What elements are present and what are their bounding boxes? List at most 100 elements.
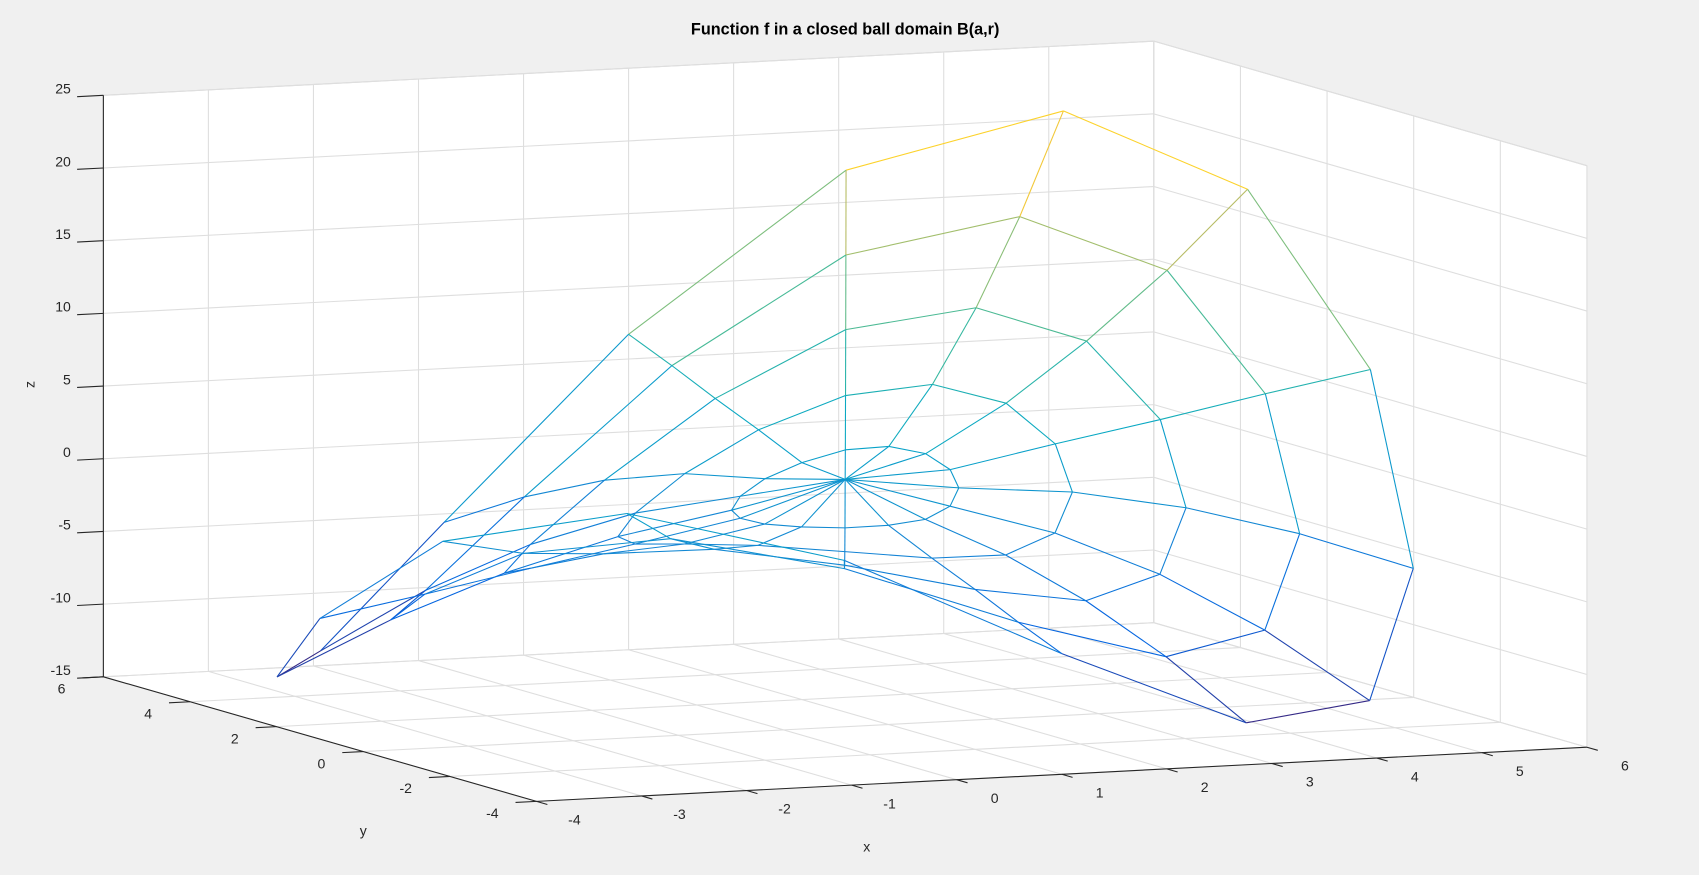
mesh-edge [604, 473, 685, 481]
mesh-edge [530, 479, 605, 545]
z-tick-label: -15 [51, 662, 72, 678]
mesh-edge [925, 505, 951, 520]
mesh-edge [1165, 629, 1265, 658]
y-axis-label: y [360, 822, 367, 838]
chart-title: Function f in a closed ball domain B(a,r… [691, 21, 999, 39]
grid-line [1153, 258, 1588, 385]
mesh-edge [1247, 188, 1371, 370]
z-tick-mark [77, 603, 104, 607]
mesh-edge [975, 307, 1087, 342]
mesh-edge [974, 589, 1019, 623]
mesh-edge [764, 478, 846, 480]
y-tick-mark [342, 751, 364, 754]
mesh-edge [949, 505, 1056, 534]
x-tick-label: 3 [1306, 774, 1314, 790]
mesh-edge [845, 453, 926, 480]
grid-line [103, 476, 1154, 532]
mesh-edge [443, 333, 629, 523]
mesh-edge [443, 496, 525, 523]
mesh-edge [504, 536, 619, 574]
mesh-edge [845, 110, 1064, 171]
x-tick-mark [1271, 762, 1283, 768]
mesh-edge [1086, 340, 1161, 420]
mesh [276, 110, 1414, 724]
mesh-edge [764, 462, 803, 480]
mesh-edge [1185, 507, 1300, 535]
z-tick-mark [77, 385, 104, 388]
mesh-edge [671, 254, 847, 367]
grid-line [1153, 113, 1588, 239]
mesh-edge [523, 365, 673, 498]
mesh-edge [684, 429, 759, 475]
mesh-edge [844, 445, 890, 480]
mesh-edge [523, 538, 671, 554]
z-tick-label: 15 [55, 226, 71, 242]
x-tick-label: -1 [883, 795, 896, 811]
mesh-edge [801, 462, 846, 480]
mesh-edge [731, 509, 741, 519]
grid-line [943, 632, 1378, 759]
y-tick-mark [515, 800, 537, 803]
grid-line [208, 670, 642, 797]
grid-line [189, 647, 1241, 703]
mesh-edge [442, 512, 628, 542]
y-tick-label: 2 [231, 730, 239, 746]
y-tick-label: -4 [486, 805, 499, 821]
mesh-edge [1055, 419, 1161, 445]
x-tick-label: 1 [1096, 784, 1104, 800]
mesh-edge [684, 543, 758, 546]
x-tick-mark [536, 800, 548, 805]
mesh-edge [844, 524, 889, 529]
y-tick-mark [168, 701, 191, 704]
mesh-edge [604, 397, 716, 481]
mesh-edge [764, 478, 846, 525]
mesh-edge [529, 543, 636, 569]
x-axis-line [536, 746, 1587, 802]
mesh-edge [758, 429, 803, 464]
z-tick-mark [77, 312, 104, 316]
mesh-edge [731, 478, 846, 511]
mesh-edge [1369, 568, 1414, 701]
mesh-edge [1086, 269, 1168, 342]
x-tick-label: 5 [1516, 763, 1524, 779]
mesh-edge [1018, 621, 1167, 658]
mesh-edge [739, 478, 846, 519]
mesh-edge [503, 544, 531, 574]
mesh-edge [320, 522, 445, 652]
mesh-edge [844, 564, 976, 590]
mesh-edge [888, 518, 926, 526]
grid-line [103, 404, 1154, 460]
grid-line [1153, 186, 1588, 312]
mesh-edge [1019, 110, 1064, 217]
mesh-edge [714, 544, 758, 550]
z-tick-label: 5 [63, 371, 71, 387]
mesh-edge [684, 473, 765, 480]
grid-line [1153, 40, 1588, 167]
x-tick-label: -4 [568, 812, 581, 828]
mesh-edge [626, 513, 671, 540]
mesh-edge [845, 469, 951, 480]
mesh-edge [628, 333, 673, 367]
mesh-edge [1264, 533, 1301, 631]
z-tick-mark [77, 94, 104, 98]
mesh-edge [1005, 554, 1087, 602]
grid-line [313, 665, 747, 792]
grid-line [1048, 627, 1483, 754]
mesh-edge [442, 540, 524, 554]
z-tick-label: -10 [51, 589, 72, 605]
mesh-edge [757, 526, 802, 546]
z-tick-mark [77, 240, 104, 243]
mesh-edge [635, 473, 686, 514]
mesh-edge [845, 478, 959, 489]
mesh-edge [1165, 656, 1247, 724]
mesh-edge [1005, 340, 1087, 404]
mesh-edge [888, 445, 926, 455]
x-tick-label: 0 [991, 790, 999, 806]
mesh-edge [757, 544, 845, 553]
x-tick-mark [1481, 752, 1493, 757]
grid-line [363, 696, 1414, 753]
mesh-edge [1264, 393, 1301, 534]
mesh-edge [845, 307, 977, 331]
mesh-edge [1085, 573, 1161, 602]
